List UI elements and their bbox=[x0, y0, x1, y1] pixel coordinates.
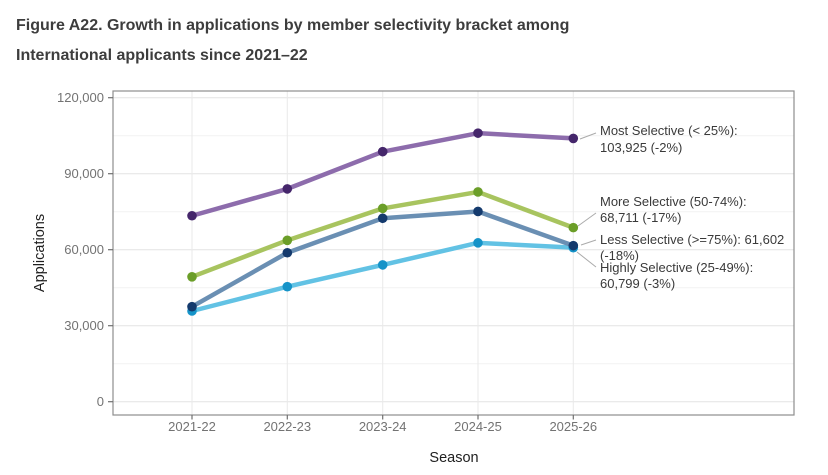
figure-title-line1: Figure A22. Growth in applications by me… bbox=[16, 17, 570, 34]
data-point-less-selective-75 bbox=[187, 301, 197, 312]
series-label-more-selective-50-74: 68,711 (-17%) bbox=[600, 210, 681, 225]
ytick-label: 90,000 bbox=[64, 166, 104, 181]
data-point-most-selective-25 bbox=[187, 210, 197, 221]
data-point-less-selective-75 bbox=[473, 206, 483, 217]
xtick-label: 2022-23 bbox=[263, 419, 311, 434]
data-point-more-selective-50-74 bbox=[282, 235, 293, 246]
ytick-label: 60,000 bbox=[64, 242, 104, 257]
xtick-label: 2024-25 bbox=[454, 419, 502, 434]
data-point-more-selective-50-74 bbox=[473, 187, 483, 197]
xtick-label: 2025-26 bbox=[549, 419, 597, 434]
plot-panel-border bbox=[112, 90, 795, 416]
series-label-highly-selective-25-49: 60,799 (-3%) bbox=[600, 276, 675, 291]
ytick-label: 30,000 bbox=[64, 318, 104, 333]
series-label-less-selective-75: (-18%) bbox=[600, 248, 639, 263]
annotation-leader-highly-selective-25-49 bbox=[576, 251, 597, 268]
data-point-more-selective-50-74 bbox=[187, 272, 197, 282]
data-point-less-selective-75 bbox=[377, 213, 388, 224]
data-point-most-selective-25 bbox=[568, 133, 579, 144]
series-label-most-selective-25: Most Selective (< 25%): bbox=[600, 123, 738, 138]
annotation-leader-more-selective-50-74 bbox=[577, 212, 597, 227]
annotation-leader-less-selective-75 bbox=[580, 239, 597, 246]
ytick-label: 0 bbox=[97, 394, 104, 409]
figure-title: Figure A22. Growth in applications by me… bbox=[16, 11, 569, 71]
series-label-most-selective-25: 103,925 (-2%) bbox=[600, 140, 682, 155]
data-point-most-selective-25 bbox=[282, 184, 293, 194]
xtick-label: 2023-24 bbox=[359, 419, 407, 434]
data-point-less-selective-75 bbox=[568, 240, 579, 251]
data-point-highly-selective-25-49 bbox=[377, 260, 388, 270]
data-point-highly-selective-25-49 bbox=[282, 281, 293, 292]
data-point-less-selective-75 bbox=[282, 247, 293, 258]
data-point-most-selective-25 bbox=[473, 128, 483, 138]
y-axis-title: Applications bbox=[32, 214, 48, 292]
data-point-highly-selective-25-49 bbox=[473, 238, 483, 248]
series-label-more-selective-50-74: More Selective (50-74%): bbox=[600, 194, 747, 209]
series-label-less-selective-75: Less Selective (>=75%): 61,602 bbox=[600, 232, 784, 247]
data-point-more-selective-50-74 bbox=[568, 222, 579, 233]
data-point-more-selective-50-74 bbox=[377, 203, 388, 214]
ytick-label: 120,000 bbox=[57, 90, 104, 105]
figure-title-line2: International applicants since 2021–22 bbox=[16, 47, 308, 64]
x-axis-title: Season bbox=[429, 450, 478, 466]
xtick-label: 2021-22 bbox=[168, 419, 216, 434]
data-point-most-selective-25 bbox=[377, 146, 388, 157]
annotation-leader-most-selective-25 bbox=[579, 132, 597, 140]
series-label-highly-selective-25-49: Highly Selective (25-49%): bbox=[600, 260, 753, 275]
